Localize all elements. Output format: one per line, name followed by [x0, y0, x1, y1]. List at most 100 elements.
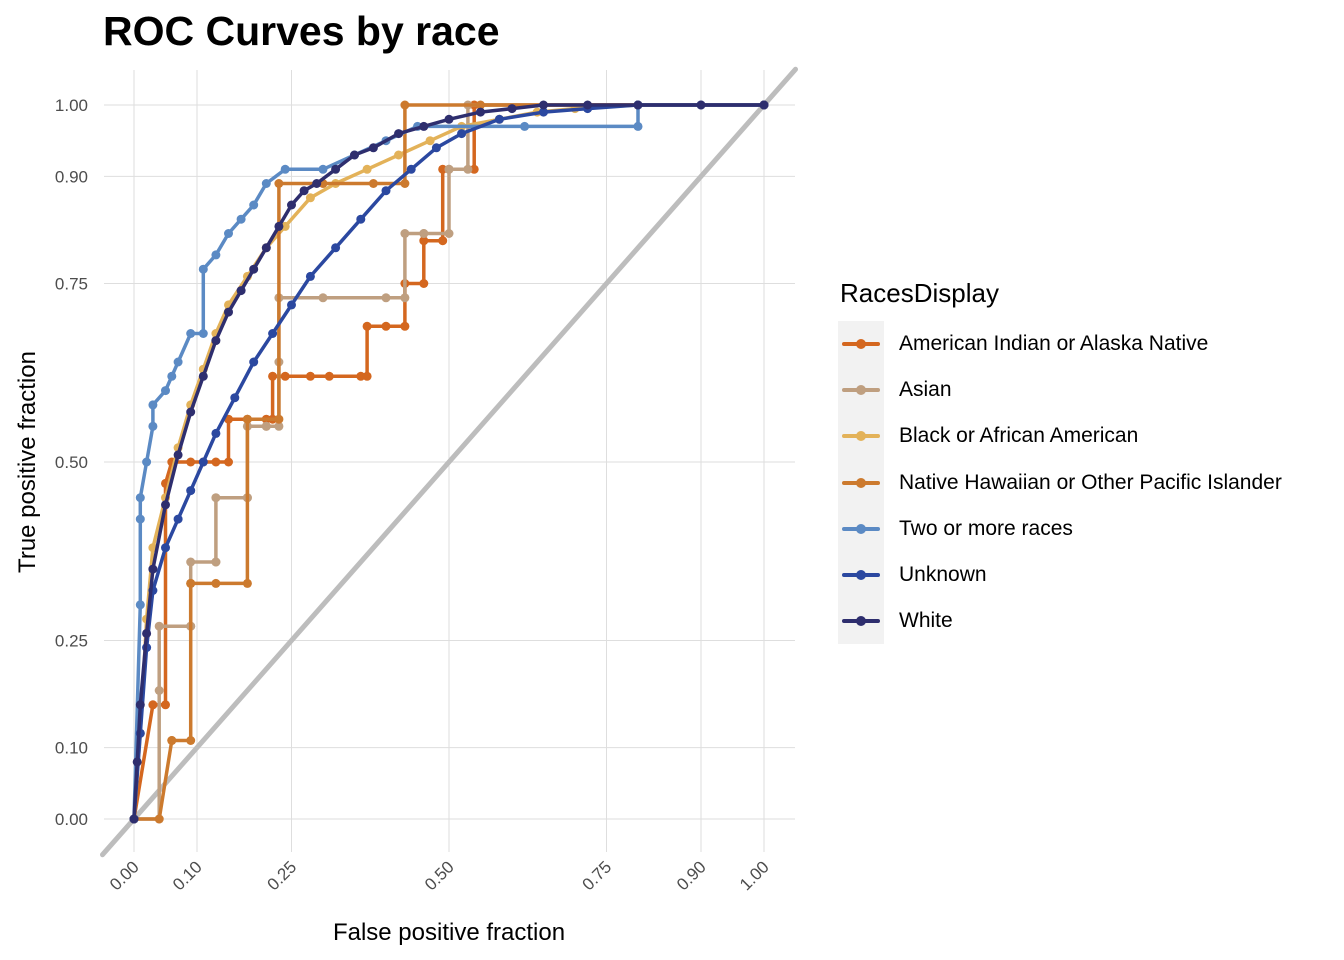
series-point — [173, 450, 183, 460]
y-tick-label: 1.00 — [55, 96, 88, 115]
series-point — [362, 321, 372, 331]
series-point — [142, 628, 152, 638]
series-point — [249, 357, 259, 367]
x-tick-label: 1.00 — [736, 857, 773, 894]
series-point — [274, 414, 284, 424]
series-point — [476, 107, 485, 117]
x-tick-label: 0.10 — [169, 857, 206, 894]
series-point — [154, 814, 164, 824]
series-point — [167, 736, 177, 745]
series-point — [198, 457, 208, 467]
series-6 — [129, 100, 769, 824]
y-axis-title: True positive fraction — [14, 351, 41, 573]
series-point — [154, 686, 164, 695]
series-line — [132, 103, 764, 820]
legend-label: Native Hawaiian or Other Pacific Islande… — [899, 470, 1282, 494]
legend-key — [838, 321, 884, 368]
series-point — [224, 229, 233, 238]
series-point — [312, 179, 322, 188]
series-point — [438, 164, 448, 174]
legend-label: White — [899, 609, 953, 633]
series-point — [236, 286, 246, 296]
series-point — [211, 336, 221, 346]
series-point — [507, 104, 517, 114]
series-point — [331, 243, 341, 253]
series-point — [211, 493, 221, 503]
series-point — [198, 371, 208, 381]
y-tick-label: 0.90 — [55, 167, 88, 186]
series-point — [242, 414, 252, 424]
series-point — [161, 543, 170, 553]
x-tick-label: 0.50 — [421, 857, 458, 894]
series-point — [186, 486, 196, 496]
legend-item: American Indian or Alaska Native — [838, 321, 1282, 368]
legend-key-dot — [856, 477, 866, 488]
series-point — [425, 136, 435, 146]
legend-key-dot — [856, 431, 866, 442]
y-tick-label: 0.75 — [55, 275, 88, 294]
series-point — [400, 179, 410, 188]
series-point — [274, 179, 284, 188]
legend-item: Asian — [838, 367, 1282, 414]
series-point — [419, 121, 429, 131]
legend-key-dot — [856, 616, 866, 627]
series-point — [186, 736, 196, 745]
legend-item: Native Hawaiian or Other Pacific Islande… — [838, 459, 1282, 506]
y-tick-label: 0.00 — [55, 810, 88, 829]
series-point — [419, 229, 429, 238]
series-point — [173, 357, 183, 367]
series-point — [356, 371, 366, 381]
series-point — [381, 186, 391, 196]
legend-item: Unknown — [838, 551, 1282, 599]
series-point — [135, 493, 145, 503]
series-point — [148, 564, 158, 574]
series-point — [186, 457, 196, 467]
series-point — [274, 421, 284, 431]
series-point — [305, 371, 315, 381]
series-point — [457, 129, 467, 139]
series-point — [242, 578, 252, 588]
x-axis-title: False positive fraction — [333, 919, 565, 946]
series-point — [148, 421, 158, 431]
series-point — [142, 457, 152, 467]
series-point — [224, 307, 233, 317]
series-point — [274, 221, 284, 231]
series-point — [236, 214, 246, 224]
legend-label: Black or African American — [899, 424, 1139, 448]
legend-key-dot — [856, 385, 866, 396]
series-point — [305, 271, 315, 281]
series-point — [419, 236, 429, 246]
series-point — [419, 279, 429, 288]
series-point — [280, 371, 290, 381]
legend-title: RacesDisplay — [840, 278, 999, 308]
series-point — [186, 557, 196, 567]
series-point — [211, 557, 221, 567]
legend-key-dot — [856, 569, 866, 580]
series-point — [368, 179, 378, 188]
series-point — [318, 293, 328, 303]
legend-key-dot — [856, 523, 866, 534]
series-point — [368, 143, 378, 153]
series-point — [394, 150, 404, 160]
series-point — [186, 329, 196, 338]
legend: RacesDisplay American Indian or Alaska N… — [838, 278, 1282, 645]
legend-key-dot — [856, 339, 866, 349]
series-point — [583, 100, 593, 110]
series-point — [132, 757, 142, 767]
series-point — [299, 186, 309, 196]
series-point — [211, 457, 221, 467]
y-tick-label: 0.50 — [55, 453, 88, 472]
legend-key — [838, 459, 884, 506]
series-point — [463, 164, 473, 174]
series-point — [211, 428, 221, 438]
legend-item: Black or African American — [838, 413, 1282, 460]
series-point — [249, 200, 259, 210]
series-point — [476, 100, 485, 110]
series-point — [431, 143, 441, 153]
series-point — [211, 250, 221, 260]
series-point — [287, 200, 296, 210]
legend-key — [838, 505, 884, 552]
series-point — [400, 100, 410, 110]
series-point — [161, 500, 170, 510]
